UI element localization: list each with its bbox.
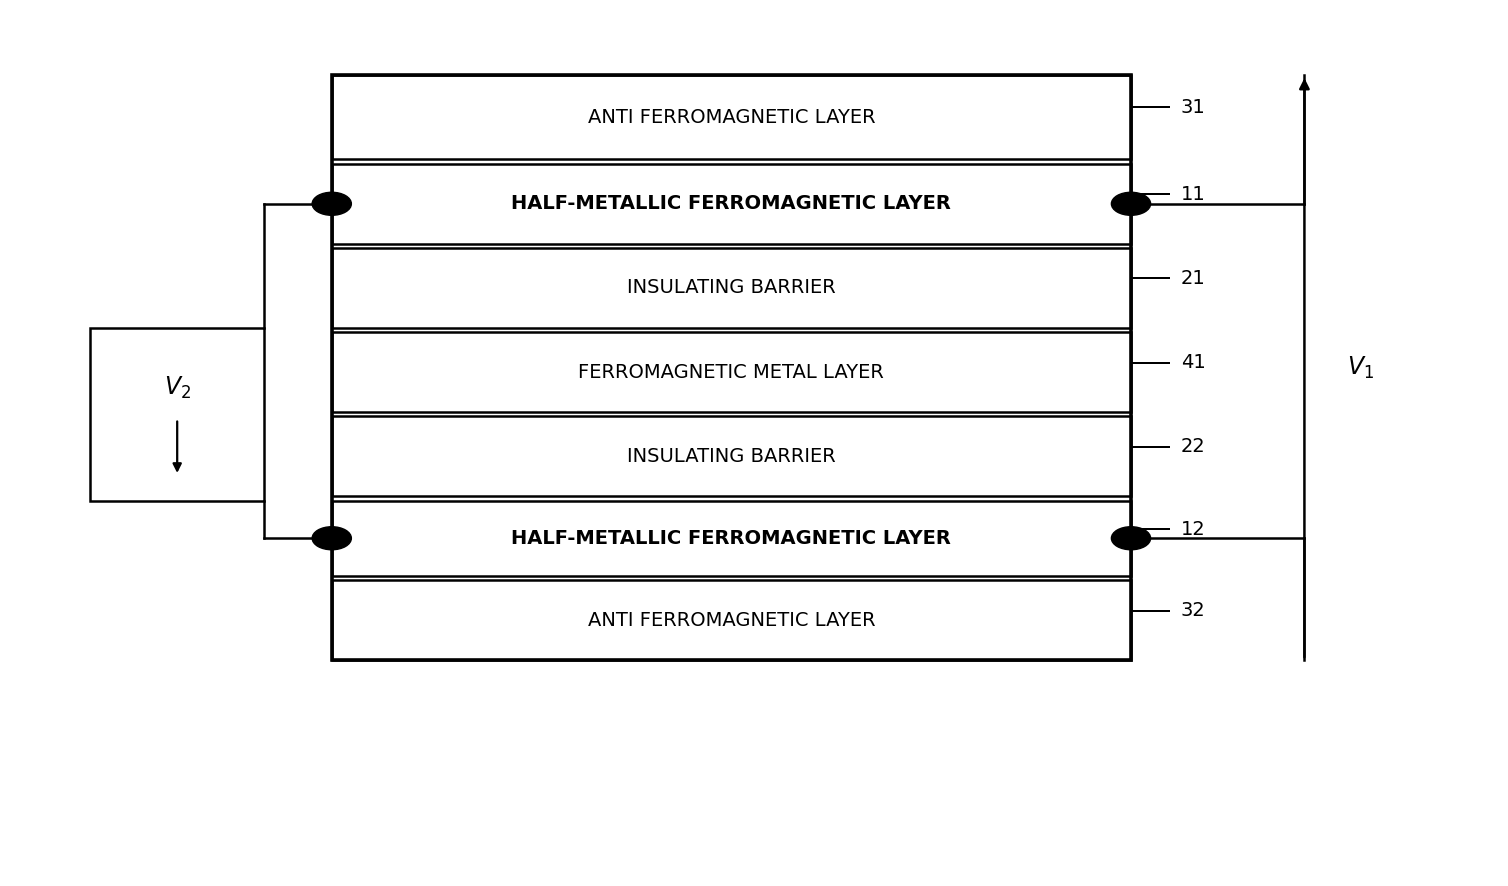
Text: ANTI FERROMAGNETIC LAYER: ANTI FERROMAGNETIC LAYER [588,108,875,127]
Text: 31: 31 [1181,97,1205,117]
Bar [332,75,1131,159]
Text: $V_1$: $V_1$ [1347,354,1374,381]
Text: 32: 32 [1181,601,1205,620]
Bar [332,580,1131,660]
Bar [332,416,1131,496]
Circle shape [312,192,351,215]
Text: 11: 11 [1181,184,1205,204]
Circle shape [1111,192,1151,215]
Text: $V_2$: $V_2$ [164,375,190,400]
Text: 12: 12 [1181,520,1205,539]
Bar [90,328,264,501]
Circle shape [312,527,351,549]
Circle shape [1111,527,1151,549]
Bar [332,75,1131,660]
Text: HALF-METALLIC FERROMAGNETIC LAYER: HALF-METALLIC FERROMAGNETIC LAYER [511,529,952,548]
Bar [332,332,1131,412]
Text: ANTI FERROMAGNETIC LAYER: ANTI FERROMAGNETIC LAYER [588,610,875,630]
Bar [332,164,1131,244]
Text: 21: 21 [1181,268,1205,288]
Bar [332,501,1131,576]
Text: INSULATING BARRIER: INSULATING BARRIER [627,278,835,298]
Text: 22: 22 [1181,437,1205,456]
Bar [332,248,1131,328]
Text: HALF-METALLIC FERROMAGNETIC LAYER: HALF-METALLIC FERROMAGNETIC LAYER [511,194,952,214]
Text: INSULATING BARRIER: INSULATING BARRIER [627,447,835,466]
Text: FERROMAGNETIC METAL LAYER: FERROMAGNETIC METAL LAYER [579,362,884,382]
Text: 41: 41 [1181,353,1205,372]
